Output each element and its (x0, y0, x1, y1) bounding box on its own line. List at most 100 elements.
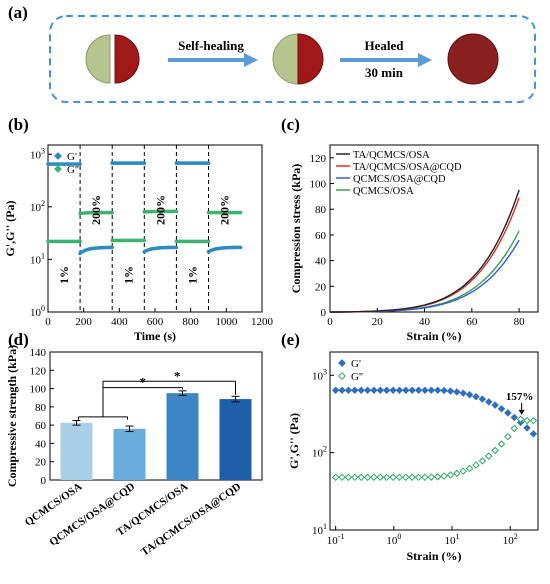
g-prime-point (453, 388, 461, 396)
g-prime-point (504, 409, 512, 417)
g-prime-point (338, 386, 346, 394)
x-tick-label: 1200 (251, 316, 274, 328)
legend-marker (54, 165, 62, 173)
g-prime-point (497, 405, 506, 413)
strain-annotation: 1% (185, 266, 199, 284)
g-double-prime-point (174, 209, 179, 214)
chart-e-strain-sweep: 10-1 100 101 102 101 102 103 Strain (%) G',G'' (… (287, 351, 539, 563)
g-prime-point (331, 386, 340, 394)
y-tick-label: 103 (312, 367, 327, 382)
g-prime-point (382, 386, 391, 394)
x-tick-label: 102 (503, 532, 518, 547)
g-prime-point (414, 386, 423, 394)
y-tick-label: 20 (315, 281, 327, 293)
y-tick-label: 60 (315, 230, 327, 242)
g-prime-point (351, 386, 359, 394)
panel-c-label: (c) (281, 115, 300, 134)
legend-label: G' (67, 151, 77, 163)
legend-label: G'' (351, 371, 363, 383)
g-double-prime-point (478, 457, 487, 465)
stress-curve (330, 189, 520, 313)
x-tick-label: 800 (182, 316, 199, 328)
g-double-prime-point (504, 432, 512, 441)
legend-marker (54, 152, 62, 160)
x-axis-label: Strain (%) (407, 549, 462, 563)
category-label: TA/QCMCS/OSA@CQD (139, 481, 243, 559)
g-double-prime-point (485, 452, 493, 460)
x-tick-label: 0 (45, 316, 51, 328)
x-tick-label: 100 (386, 532, 401, 547)
healed-time-label: 30 min (365, 65, 404, 80)
panel-d-label: (d) (8, 330, 29, 349)
g-double-prime-point (491, 446, 499, 455)
y-tick-label: 80 (315, 204, 327, 216)
panel-e-label: (e) (281, 330, 300, 349)
self-healing-arrowhead (244, 53, 258, 67)
g-prime-point (344, 386, 353, 394)
strain-annotation: 200% (153, 195, 167, 225)
g-prime-point (485, 398, 493, 406)
y-tick-label: 102 (312, 445, 327, 460)
gel-healed (447, 33, 499, 85)
plot-frame (49, 351, 263, 481)
x-tick-label: 40 (419, 316, 431, 328)
chart-b-time-sweep: 0 200 400 600 800 1000 1200 100 101 102 103 Time (s… (3, 144, 274, 343)
g-double-prime-point (453, 469, 461, 478)
y-tick-label: 120 (310, 153, 327, 165)
y-axis-label: G',G'' (Pa) (287, 413, 301, 469)
g-double-prime-point (382, 473, 391, 482)
g-double-prime-point (338, 473, 346, 482)
g-double-prime-point (363, 473, 372, 482)
y-tick-label: 100 (30, 304, 45, 319)
x-tick-label: 80 (514, 316, 526, 328)
y-axis-label: Compressive strength (kPa) (5, 345, 19, 487)
g-prime-point (363, 386, 372, 394)
g-prime-point (408, 386, 416, 394)
stress-curve (330, 230, 520, 313)
strain-annotation: 1% (57, 266, 71, 284)
gel-before-healing (85, 34, 140, 84)
stress-curve (330, 239, 520, 313)
bar (166, 393, 199, 480)
x-tick-label: 20 (372, 316, 384, 328)
g-double-prime-point (465, 464, 474, 473)
y-tick-label: 80 (35, 402, 47, 414)
g-prime-point (238, 245, 243, 250)
bar (219, 399, 252, 480)
gel-joined (272, 33, 324, 85)
crossover-arrowhead (518, 409, 525, 415)
x-tick-label: 600 (147, 316, 164, 328)
y-tick-label: 102 (30, 199, 45, 214)
plot-frame (329, 144, 539, 313)
significance-star: * (174, 368, 181, 383)
g-double-prime-point (331, 473, 340, 482)
strain-annotation: 200% (89, 195, 103, 225)
legend-label: G' (351, 358, 361, 370)
g-double-prime-point (370, 473, 378, 482)
g-prime-point (427, 386, 436, 394)
g-double-prime-point (238, 210, 243, 215)
g-prime-point (370, 386, 378, 394)
g-double-prime-point (446, 471, 455, 479)
y-tick-label: 100 (310, 179, 327, 191)
g-prime-point (376, 386, 385, 394)
panel-b-label: (b) (8, 115, 29, 134)
g-prime-point (110, 245, 114, 250)
category-label: QCMCS/OSA@CQD (47, 481, 137, 549)
x-tick-label: 0 (327, 316, 333, 328)
g-double-prime-point (516, 415, 525, 423)
healed-arrowhead (418, 53, 432, 67)
g-prime-point (440, 386, 448, 395)
g-prime-point (395, 386, 404, 394)
g-double-prime-point (206, 239, 211, 244)
g-double-prime-point (529, 416, 538, 425)
g-prime-point (206, 161, 211, 165)
g-double-prime-point (427, 473, 436, 481)
y-tick-label: 101 (30, 251, 45, 266)
y-tick-label: 20 (35, 457, 47, 469)
panel-a-dashed-frame (49, 15, 536, 103)
x-tick-label: 1000 (215, 316, 238, 328)
g-prime-point (459, 389, 467, 397)
y-tick-label: 120 (30, 365, 47, 377)
